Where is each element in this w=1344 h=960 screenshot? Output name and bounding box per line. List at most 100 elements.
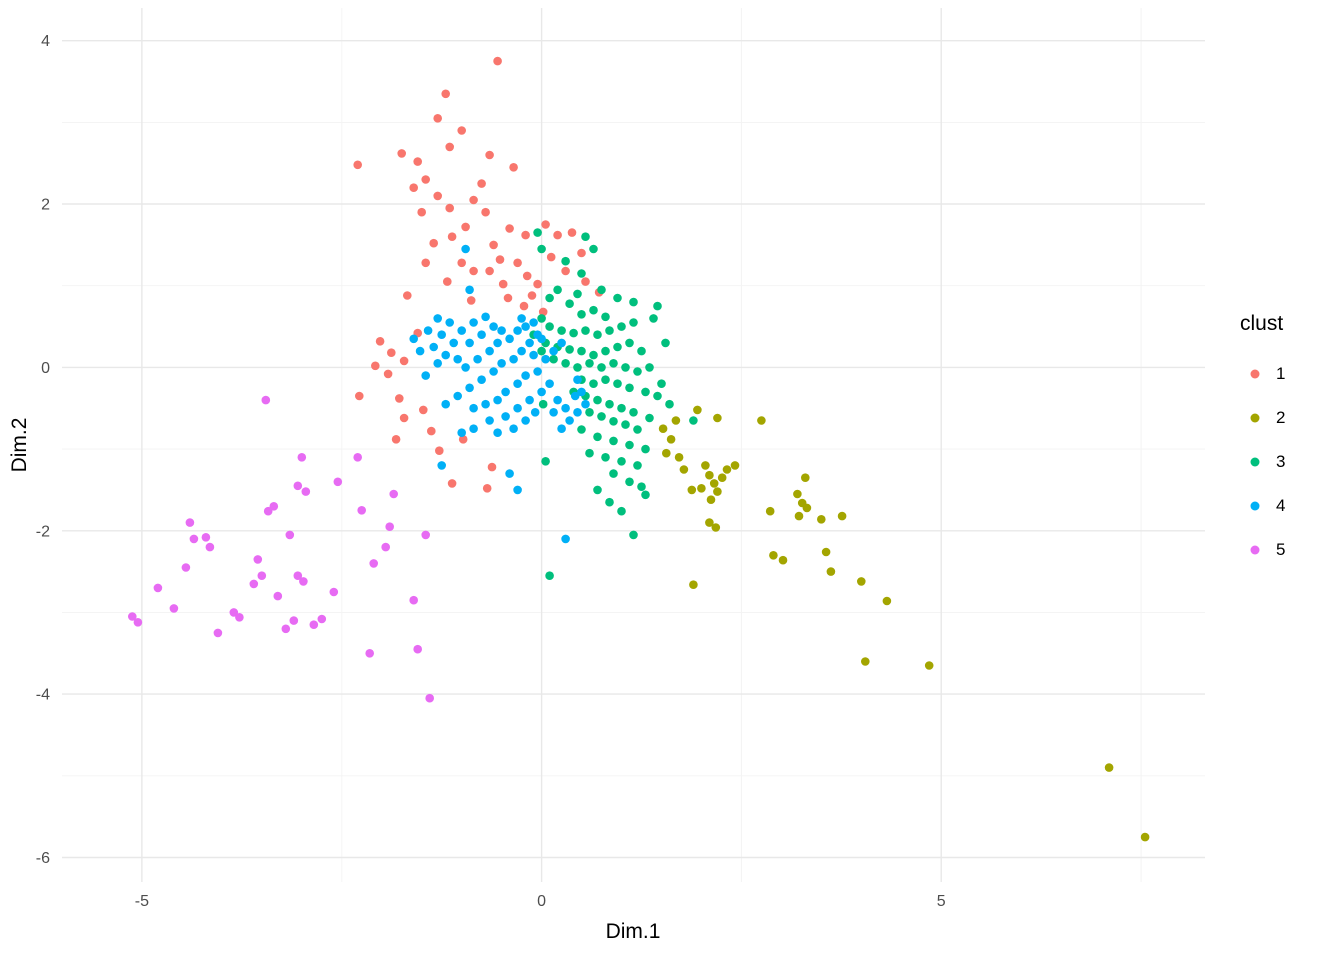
minor-gridlines [62, 8, 1205, 882]
data-point-cluster-4 [441, 350, 451, 360]
data-point-cluster-4 [525, 395, 534, 405]
x-axis-tick-label: 0 [537, 893, 546, 910]
data-point-cluster-1 [546, 252, 556, 262]
data-point-cluster-5 [425, 693, 435, 703]
data-point-cluster-5 [201, 533, 211, 542]
data-point-cluster-1 [413, 157, 423, 166]
data-point-cluster-2 [705, 518, 714, 527]
data-point-cluster-5 [249, 579, 259, 589]
data-point-cluster-1 [505, 224, 514, 233]
data-point-cluster-1 [397, 149, 407, 158]
data-point-cluster-2 [713, 487, 722, 496]
data-point-cluster-4 [445, 318, 455, 327]
data-point-cluster-1 [495, 255, 505, 264]
data-point-cluster-4 [497, 326, 506, 335]
data-point-cluster-4 [573, 408, 582, 417]
data-point-cluster-5 [333, 477, 343, 487]
data-point-cluster-3 [589, 244, 598, 254]
data-point-cluster-3 [617, 322, 626, 331]
data-point-cluster-3 [585, 359, 594, 368]
data-point-cluster-3 [597, 363, 606, 372]
data-point-cluster-3 [593, 432, 602, 442]
data-point-cluster-3 [573, 363, 582, 372]
data-point-cluster-3 [589, 350, 598, 360]
data-point-cluster-2 [713, 413, 722, 423]
data-point-cluster-4 [509, 354, 518, 364]
data-point-cluster-4 [461, 363, 470, 372]
data-point-cluster-5 [317, 614, 327, 624]
data-point-cluster-3 [573, 289, 582, 299]
data-point-cluster-1 [487, 462, 497, 472]
data-point-cluster-2 [687, 485, 697, 495]
data-point-cluster-2 [861, 657, 870, 666]
data-point-cluster-4 [415, 346, 425, 356]
data-point-cluster-3 [577, 425, 586, 434]
data-point-cluster-3 [645, 363, 654, 372]
data-point-cluster-1 [433, 191, 443, 201]
data-point-cluster-2 [1104, 763, 1114, 772]
data-point-cluster-3 [625, 440, 634, 450]
data-point-cluster-4 [481, 312, 490, 322]
data-point-cluster-4 [473, 354, 482, 364]
data-point-cluster-5 [421, 530, 431, 540]
data-point-cluster-1 [485, 150, 494, 160]
data-point-cluster-1 [409, 183, 419, 192]
data-point-cluster-3 [625, 477, 634, 487]
data-point-cluster-4 [433, 359, 443, 368]
data-point-cluster-3 [609, 469, 618, 478]
data-point-cluster-1 [375, 337, 385, 346]
legend-entry-cluster-1: 1 [1238, 352, 1285, 396]
data-point-cluster-3 [633, 461, 642, 470]
data-point-cluster-1 [477, 179, 486, 188]
data-point-cluster-3 [593, 395, 602, 405]
data-point-cluster-2 [769, 551, 778, 560]
data-point-cluster-3 [633, 425, 642, 434]
data-point-cluster-2 [697, 484, 706, 493]
legend-title: clust [1240, 312, 1284, 335]
data-point-cluster-3 [549, 354, 558, 364]
data-point-cluster-3 [653, 391, 662, 401]
data-point-cluster-1 [429, 238, 439, 248]
data-point-cluster-2 [857, 577, 866, 586]
data-point-cluster-4 [477, 375, 486, 385]
data-point-cluster-1 [433, 114, 443, 123]
data-point-cluster-4 [561, 534, 570, 544]
data-point-cluster-4 [521, 371, 530, 380]
data-point-cluster-4 [573, 375, 582, 385]
data-point-cluster-4 [493, 338, 502, 348]
data-point-cluster-4 [529, 318, 538, 327]
data-point-cluster-4 [501, 412, 510, 421]
data-point-cluster-3 [661, 338, 670, 348]
data-point-cluster-3 [537, 244, 546, 254]
legend-entry-cluster-3: 3 [1238, 440, 1285, 484]
data-point-cluster-5 [269, 502, 279, 511]
data-point-cluster-2 [689, 580, 698, 589]
legend-entry-cluster-2: 2 [1238, 396, 1285, 440]
data-point-cluster-4 [433, 314, 443, 323]
data-point-cluster-4 [465, 338, 474, 348]
data-point-cluster-3 [537, 314, 546, 323]
data-point-cluster-1 [371, 361, 380, 371]
data-point-cluster-4 [437, 330, 447, 340]
data-point-cluster-5 [385, 522, 395, 531]
data-point-cluster-1 [427, 426, 436, 436]
data-point-cluster-5 [309, 620, 319, 629]
data-point-cluster-2 [757, 416, 766, 425]
data-point-cluster-1 [399, 413, 409, 423]
legend-key-dot-icon [1246, 541, 1264, 559]
legend-key-dot-icon [1246, 497, 1264, 515]
data-point-cluster-4 [517, 314, 526, 323]
x-axis-tick-label: -5 [135, 893, 149, 910]
data-point-cluster-3 [569, 328, 578, 338]
data-point-cluster-4 [453, 391, 463, 401]
data-point-cluster-2 [711, 523, 721, 532]
data-point-cluster-4 [489, 367, 498, 376]
data-point-cluster-2 [693, 405, 702, 415]
data-point-cluster-5 [281, 624, 291, 634]
data-point-cluster-5 [289, 616, 299, 625]
data-point-cluster-1 [353, 160, 363, 170]
data-point-cluster-4 [505, 469, 514, 478]
data-point-cluster-4 [561, 403, 570, 413]
data-point-cluster-3 [641, 387, 650, 397]
data-point-cluster-4 [521, 416, 530, 425]
